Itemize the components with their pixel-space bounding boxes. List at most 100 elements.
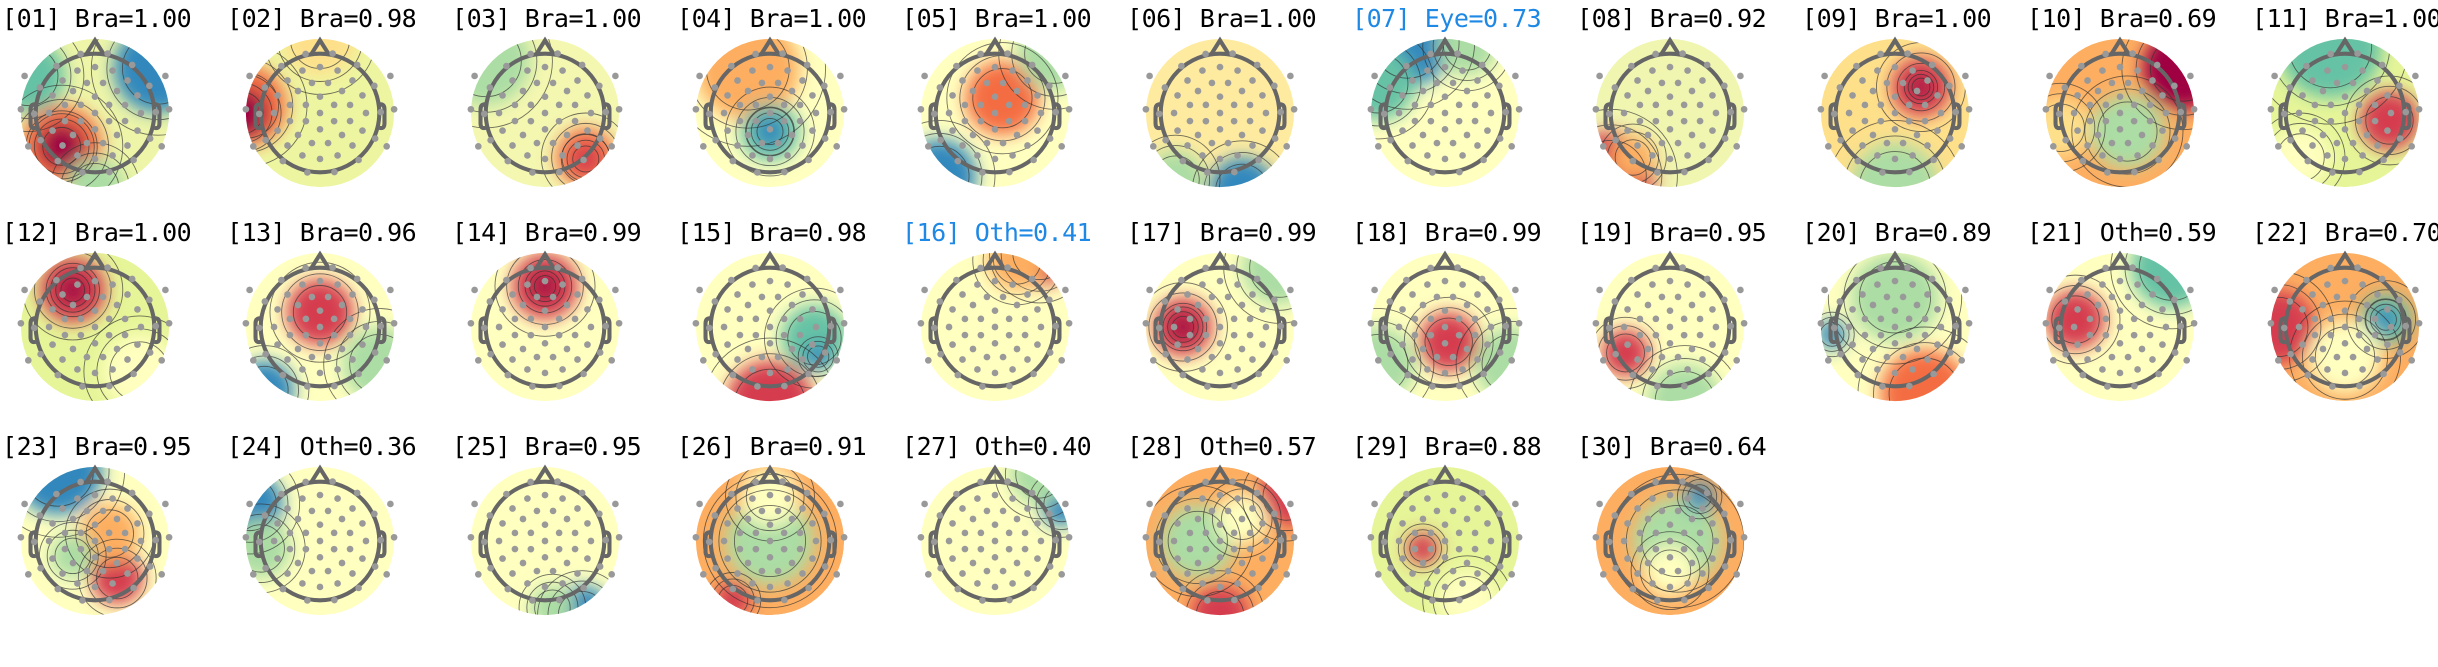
component-28[interactable]: [28] Oth=0.57: [1127, 428, 1352, 643]
electrode-marker: [1374, 571, 1382, 578]
electrode-marker: [1924, 291, 1931, 298]
component-17[interactable]: [17] Bra=0.99: [1127, 214, 1352, 429]
electrode-marker: [1030, 370, 1037, 378]
electrode-marker: [1216, 109, 1224, 117]
component-11[interactable]: [11] Bra=1.00: [2252, 0, 2438, 215]
electrode-marker: [1262, 323, 1270, 331]
electrode-marker: [524, 580, 531, 587]
electrode-marker: [99, 79, 107, 87]
electrode-marker: [527, 315, 535, 323]
electrode-marker: [1184, 291, 1191, 298]
electrode-marker: [720, 323, 728, 331]
electrode-marker: [383, 143, 391, 150]
electrode-marker: [499, 341, 506, 348]
component-10[interactable]: [10] Bra=0.69: [2027, 0, 2252, 215]
electrode-marker: [1905, 315, 1913, 323]
electrode-marker: [2099, 152, 2106, 159]
electrode-marker: [541, 537, 549, 545]
component-26[interactable]: [26] Bra=0.91: [677, 428, 902, 643]
electrode-marker: [1721, 349, 1729, 356]
electrode-marker: [261, 84, 269, 91]
component-24[interactable]: [24] Oth=0.36: [227, 428, 452, 643]
electrode-marker: [788, 345, 796, 353]
electrode-marker: [274, 555, 281, 562]
component-20[interactable]: [20] Bra=0.89: [1802, 214, 2027, 429]
electrode-marker: [754, 383, 761, 390]
electrode-marker: [371, 135, 379, 142]
electrode-marker: [1699, 505, 1706, 512]
component-23[interactable]: [23] Bra=0.95: [2, 428, 227, 643]
electrode-marker: [734, 570, 741, 577]
contour-line: [2097, 101, 2158, 162]
component-09[interactable]: [09] Bra=1.00: [1802, 0, 2027, 215]
electrode-marker: [555, 529, 563, 537]
component-08[interactable]: [08] Bra=0.92: [1577, 0, 1802, 215]
electrode-marker: [1454, 264, 1461, 271]
electrode-marker: [961, 331, 969, 339]
component-02[interactable]: [02] Bra=0.98: [227, 0, 452, 215]
electrode-marker: [2074, 92, 2081, 99]
component-27[interactable]: [27] Oth=0.40: [902, 428, 1127, 643]
electrode-marker: [1065, 105, 1073, 113]
component-06[interactable]: [06] Bra=1.00: [1127, 0, 1352, 215]
electrode-marker: [105, 545, 113, 553]
electrode-marker: [1224, 293, 1232, 301]
electrode-marker: [2280, 324, 2288, 332]
component-score: 0.92: [1708, 4, 1767, 33]
electrode-marker: [1062, 286, 1069, 294]
electrode-marker: [549, 79, 557, 87]
electrode-marker: [1259, 520, 1266, 527]
electrode-marker: [758, 293, 766, 301]
component-16[interactable]: [16] Oth=0.41: [902, 214, 1127, 429]
component-05[interactable]: [05] Bra=1.00: [902, 0, 1127, 215]
electrode-marker: [724, 127, 731, 134]
electrode-marker: [711, 84, 719, 91]
electrode-marker: [1891, 339, 1899, 347]
component-14[interactable]: [14] Bra=0.99: [452, 214, 677, 429]
electrode-marker: [1231, 382, 1238, 390]
electrode-marker: [246, 500, 253, 508]
electrode-marker: [1480, 156, 1487, 164]
contour-line: [245, 91, 264, 135]
electrode-marker: [1374, 143, 1382, 150]
electrode-marker: [1034, 555, 1041, 562]
component-22[interactable]: [22] Bra=0.70: [2252, 214, 2438, 429]
component-29[interactable]: [29] Bra=0.88: [1352, 428, 1577, 643]
electrode-marker: [969, 515, 977, 523]
component-12[interactable]: [12] Bra=1.00: [2, 214, 227, 429]
electrode-marker: [2402, 322, 2410, 330]
electrode-marker: [91, 553, 99, 561]
component-07[interactable]: [07] Eye=0.73: [1352, 0, 1577, 215]
electrode-marker: [977, 50, 984, 58]
component-25[interactable]: [25] Bra=0.95: [452, 428, 677, 643]
component-15[interactable]: [15] Bra=0.98: [677, 214, 902, 429]
electrode-marker: [91, 93, 99, 101]
electrode-marker: [279, 371, 287, 379]
electrode-marker: [1859, 77, 1866, 84]
component-18[interactable]: [18] Bra=0.99: [1352, 214, 1577, 429]
electrode-marker: [511, 101, 519, 109]
topomap: [1817, 36, 1973, 188]
electrode-marker: [1454, 50, 1461, 57]
electrode-marker: [781, 382, 788, 390]
electrode-marker: [1924, 142, 1931, 149]
contour-line: [1676, 473, 1723, 520]
component-21[interactable]: [21] Oth=0.59: [2027, 214, 2252, 429]
component-13[interactable]: [13] Bra=0.96: [227, 214, 452, 429]
electrode-marker: [61, 117, 69, 125]
electrode-marker: [1471, 529, 1479, 537]
electrode-marker: [165, 319, 173, 327]
component-19[interactable]: [19] Bra=0.95: [1577, 214, 1802, 429]
component-04[interactable]: [04] Bra=1.00: [677, 0, 902, 215]
electrode-marker: [979, 383, 986, 390]
electrode-marker: [128, 275, 136, 283]
electrode-marker: [338, 301, 346, 309]
component-01[interactable]: [01] Bra=1.00: [2, 0, 227, 215]
component-03[interactable]: [03] Bra=1.00: [452, 0, 677, 215]
electrode-marker: [959, 356, 966, 363]
electrode-marker: [608, 357, 616, 364]
component-30[interactable]: [30] Bra=0.64: [1577, 428, 1802, 643]
electrode-marker: [299, 281, 306, 288]
electrode-marker: [1721, 296, 1728, 304]
electrode-marker: [113, 131, 121, 139]
